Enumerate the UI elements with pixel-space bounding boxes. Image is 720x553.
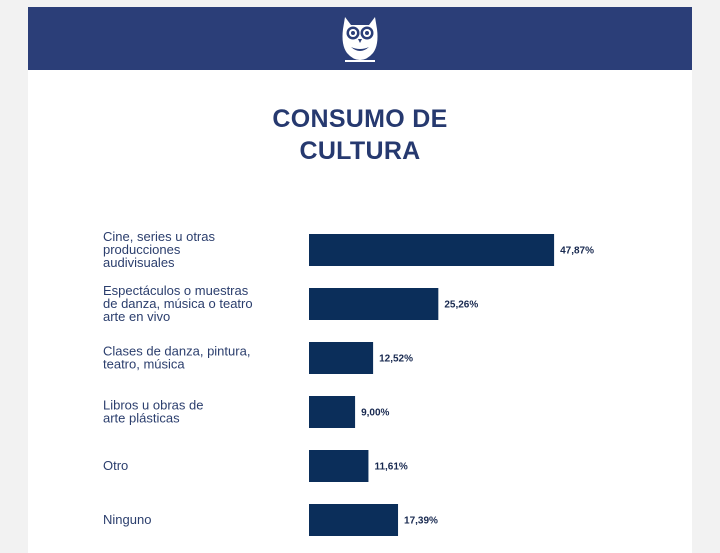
header-banner xyxy=(28,7,692,70)
category-label: Libros u obras de arte plásticas xyxy=(103,398,203,426)
value-label: 9,00% xyxy=(361,408,389,419)
category-label-line: Clases de danza, pintura, xyxy=(103,344,250,359)
bar xyxy=(309,288,439,320)
category-label-line: arte plásticas xyxy=(103,411,180,426)
value-label: 25,26% xyxy=(444,300,478,311)
value-label: 11,61% xyxy=(374,462,407,473)
category-label: Otro xyxy=(103,458,128,473)
category-label-line: Ninguno xyxy=(103,512,151,527)
value-label: 12,52% xyxy=(379,354,413,365)
report-card: CONSUMO DE CULTURA 47,87% Cine, series u … xyxy=(28,7,692,553)
category-label: Cine, series u otras producciones audivisu… xyxy=(103,229,215,270)
category-label-line: teatro, música xyxy=(103,357,185,372)
category-label: Espectáculos o muestras de danza, música … xyxy=(103,283,253,324)
bar-chart: 47,87% Cine, series u otras producciones au… xyxy=(103,229,594,536)
category-label-line: de danza, música o teatro xyxy=(103,296,253,311)
owl-icon xyxy=(342,17,378,62)
value-label: 17,39% xyxy=(404,516,438,527)
bar xyxy=(309,234,555,266)
bar xyxy=(309,504,399,536)
category-label-line: arte en vivo xyxy=(103,309,170,324)
chart-title-line: CULTURA xyxy=(299,137,421,165)
category-label-line: Otro xyxy=(103,458,128,473)
category-label: Clases de danza, pintura, teatro, música xyxy=(103,344,250,372)
category-label-line: Cine, series u otras xyxy=(103,229,215,244)
chart-title-line: CONSUMO DE xyxy=(272,105,448,133)
chart-title: CONSUMO DE CULTURA xyxy=(28,103,692,167)
category-label-line: Espectáculos o muestras xyxy=(103,283,249,298)
bar xyxy=(309,450,369,482)
bar xyxy=(309,342,374,374)
value-label: 47,87% xyxy=(560,246,594,257)
category-label-line: Libros u obras de xyxy=(103,398,203,413)
category-label-line: audivisuales xyxy=(103,255,175,270)
category-label-line: producciones xyxy=(103,242,181,257)
bar xyxy=(309,396,356,428)
category-label: Ninguno xyxy=(103,512,151,527)
